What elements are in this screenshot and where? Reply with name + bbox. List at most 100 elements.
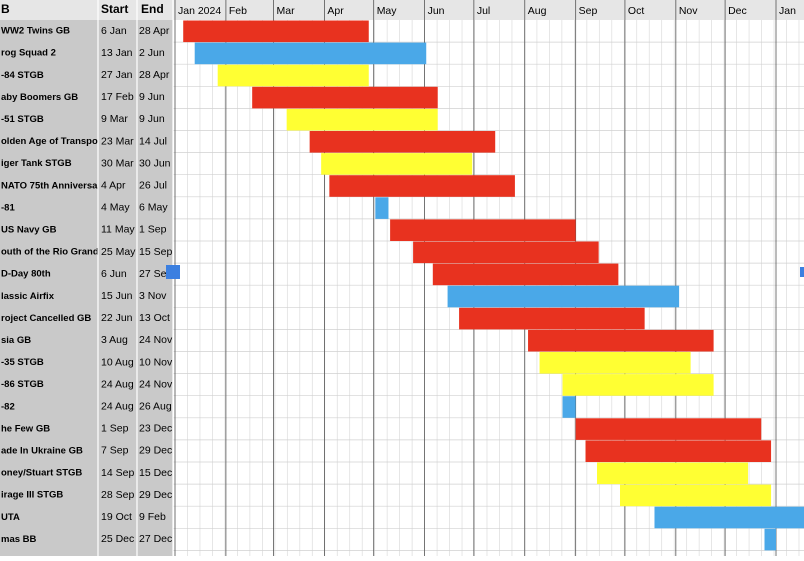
month-label: Apr xyxy=(327,5,344,17)
row-end: 23 Dec xyxy=(139,423,172,435)
row-name: -81 xyxy=(1,202,15,213)
row-end: 27 Sep xyxy=(139,268,172,280)
row-end: 26 Jul xyxy=(139,180,167,192)
row-name: ade In Ukraine GB xyxy=(1,445,83,456)
row-start: 27 Jan xyxy=(101,69,133,81)
row-end: 1 Sep xyxy=(139,224,167,236)
row-name: mas BB xyxy=(1,534,37,545)
row-start: 15 Jun xyxy=(101,290,133,302)
gantt-bar xyxy=(413,241,599,264)
row-end: 24 Nov xyxy=(139,334,173,346)
row-name: -35 STGB xyxy=(1,357,44,368)
row-start: 25 May xyxy=(101,246,136,258)
row-name: irage III STGB xyxy=(1,490,63,501)
row-end: 15 Dec xyxy=(139,467,172,479)
gantt-bar xyxy=(390,219,576,241)
month-label: Jun xyxy=(428,5,445,17)
row-end: 6 May xyxy=(139,202,168,214)
month-label: Jan 2024 xyxy=(178,5,221,17)
row-name: oney/Stuart STGB xyxy=(1,468,82,479)
gantt-bar xyxy=(309,131,496,153)
row-end: 13 Oct xyxy=(139,312,170,324)
gantt-bar xyxy=(528,329,714,352)
gantt-bar xyxy=(375,197,389,219)
row-start: 4 Apr xyxy=(101,180,126,192)
gantt-bar xyxy=(539,352,691,374)
month-label: Jul xyxy=(477,5,490,17)
row-start: 6 Jan xyxy=(101,25,127,37)
row-end: 28 Apr xyxy=(139,25,170,37)
gantt-bar xyxy=(432,263,619,286)
row-name: iger Tank STGB xyxy=(1,158,72,169)
row-name: -86 STGB xyxy=(1,379,44,390)
row-end: 9 Jun xyxy=(139,113,165,125)
row-name: -82 xyxy=(1,401,15,412)
row-name: outh of the Rio Grande GB xyxy=(1,247,121,258)
gantt-bar xyxy=(764,528,776,551)
month-label: Dec xyxy=(728,5,747,17)
month-label: Nov xyxy=(679,5,698,17)
gantt-bar xyxy=(217,64,369,87)
row-name: he Few GB xyxy=(1,423,50,434)
gantt-bar xyxy=(620,484,772,507)
gantt-bar xyxy=(329,175,515,197)
row-start: 19 Oct xyxy=(101,511,132,523)
header-name: B xyxy=(1,2,10,16)
row-start: 9 Mar xyxy=(101,113,128,125)
header-start: Start xyxy=(101,2,128,16)
label-columns-bg xyxy=(0,0,173,556)
month-label: May xyxy=(377,5,398,17)
row-end: 15 Sep xyxy=(139,246,172,258)
header-end: End xyxy=(141,2,164,16)
gantt-bar xyxy=(597,462,749,485)
gantt-bar xyxy=(562,396,576,418)
row-start: 10 Aug xyxy=(101,356,134,368)
row-start: 4 May xyxy=(101,202,130,214)
gantt-bar xyxy=(575,418,762,440)
month-label: Jan xyxy=(779,5,796,17)
month-label: Mar xyxy=(277,5,296,17)
row-end: 3 Nov xyxy=(139,290,167,302)
row-end: 10 Nov xyxy=(139,356,173,368)
row-name: UTA xyxy=(1,512,20,523)
gantt-bar xyxy=(286,108,438,131)
row-name: -84 STGB xyxy=(1,70,44,81)
month-label: Sep xyxy=(579,5,598,17)
selection-handle[interactable] xyxy=(166,265,180,279)
row-name: rog Squad 2 xyxy=(1,48,56,59)
month-label: Feb xyxy=(229,5,247,17)
row-start: 13 Jan xyxy=(101,47,133,59)
row-end: 24 Nov xyxy=(139,378,173,390)
header-row-bg xyxy=(0,0,804,20)
gantt-bar xyxy=(194,42,427,65)
row-start: 25 Dec xyxy=(101,533,134,545)
row-name: -51 STGB xyxy=(1,114,44,125)
month-label: Aug xyxy=(528,5,547,17)
row-start: 3 Aug xyxy=(101,334,128,346)
gantt-bar xyxy=(252,86,438,109)
row-name: olden Age of Transport GB xyxy=(1,136,122,147)
gantt-bar xyxy=(654,506,804,529)
month-label: Oct xyxy=(628,5,644,17)
row-name: aby Boomers GB xyxy=(1,92,78,103)
selection-handle[interactable] xyxy=(800,267,804,277)
gantt-bar xyxy=(183,20,369,43)
row-end: 26 Aug xyxy=(139,401,172,413)
row-start: 17 Feb xyxy=(101,91,134,103)
row-start: 7 Sep xyxy=(101,445,129,457)
row-end: 2 Jun xyxy=(139,47,165,59)
row-end: 28 Apr xyxy=(139,69,170,81)
row-end: 29 Dec xyxy=(139,445,172,457)
row-start: 11 May xyxy=(101,224,135,236)
row-end: 9 Jun xyxy=(139,91,165,103)
row-name: lassic Airfix xyxy=(1,291,55,302)
row-end: 9 Feb xyxy=(139,511,166,523)
row-start: 23 Mar xyxy=(101,135,134,147)
row-name: D-Day 80th xyxy=(1,269,51,280)
row-name: WW2 Twins GB xyxy=(1,26,70,37)
row-name: US Navy GB xyxy=(1,224,57,235)
row-start: 14 Sep xyxy=(101,467,134,479)
row-end: 14 Jul xyxy=(139,135,167,147)
gantt-bar xyxy=(321,153,473,175)
